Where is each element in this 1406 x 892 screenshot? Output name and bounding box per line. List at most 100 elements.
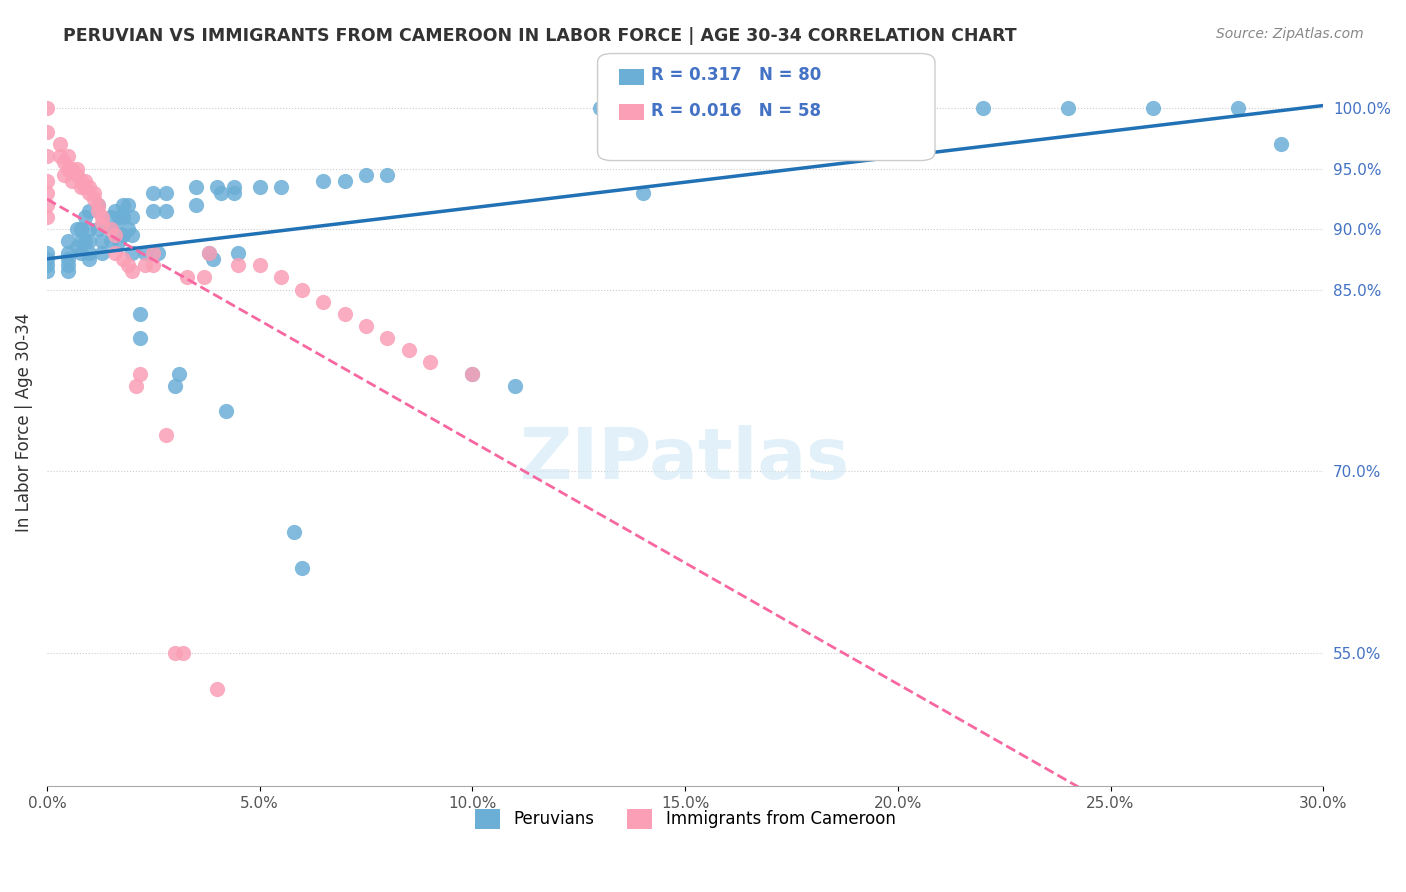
- Point: [214, 403, 236, 417]
- Point: [104, 222, 127, 236]
- Legend: Peruvians, Immigrants from Cameroon: Peruvians, Immigrants from Cameroon: [468, 802, 903, 836]
- Point: [283, 524, 305, 539]
- Point: [205, 179, 228, 194]
- Point: [333, 307, 356, 321]
- Point: [205, 681, 228, 696]
- Point: [35, 125, 58, 139]
- Point: [56, 234, 79, 248]
- Point: [91, 234, 114, 248]
- Point: [62, 174, 84, 188]
- Point: [70, 174, 93, 188]
- Point: [117, 222, 139, 236]
- Point: [193, 270, 215, 285]
- Point: [56, 246, 79, 260]
- Point: [66, 168, 89, 182]
- Point: [222, 186, 245, 200]
- Point: [142, 258, 165, 272]
- Point: [129, 331, 152, 345]
- Point: [419, 355, 441, 369]
- Point: [35, 198, 58, 212]
- Point: [155, 203, 177, 218]
- Y-axis label: In Labor Force | Age 30-34: In Labor Force | Age 30-34: [15, 313, 32, 533]
- Point: [35, 252, 58, 267]
- Point: [35, 149, 58, 163]
- Point: [461, 368, 484, 382]
- Point: [87, 198, 110, 212]
- Point: [134, 258, 156, 272]
- Point: [70, 179, 93, 194]
- Point: [184, 179, 207, 194]
- Point: [146, 246, 169, 260]
- Point: [801, 101, 824, 115]
- Point: [167, 368, 190, 382]
- Point: [75, 174, 97, 188]
- Point: [333, 174, 356, 188]
- Point: [100, 222, 122, 236]
- Point: [66, 222, 89, 236]
- Point: [228, 258, 250, 272]
- Point: [717, 101, 740, 115]
- Point: [398, 343, 420, 357]
- Point: [52, 155, 75, 169]
- Point: [83, 186, 105, 200]
- Point: [104, 228, 127, 243]
- Point: [142, 203, 165, 218]
- Point: [1057, 101, 1080, 115]
- Point: [312, 174, 335, 188]
- Point: [163, 379, 186, 393]
- Point: [197, 246, 219, 260]
- Point: [79, 186, 101, 200]
- Point: [142, 246, 165, 260]
- Point: [312, 294, 335, 309]
- Point: [134, 246, 156, 260]
- Point: [1227, 101, 1250, 115]
- Point: [56, 252, 79, 267]
- Point: [461, 368, 484, 382]
- Point: [52, 168, 75, 182]
- Point: [83, 192, 105, 206]
- Point: [75, 210, 97, 224]
- Text: Source: ZipAtlas.com: Source: ZipAtlas.com: [1216, 27, 1364, 41]
- Point: [35, 246, 58, 260]
- Point: [100, 210, 122, 224]
- Point: [104, 203, 127, 218]
- Point: [1142, 101, 1164, 115]
- Point: [112, 198, 135, 212]
- Point: [354, 318, 377, 333]
- Point: [155, 427, 177, 442]
- Point: [184, 198, 207, 212]
- Point: [589, 101, 612, 115]
- Point: [163, 646, 186, 660]
- Point: [631, 186, 654, 200]
- Point: [155, 186, 177, 200]
- Point: [121, 264, 143, 278]
- Text: ZIPatlas: ZIPatlas: [520, 425, 851, 493]
- Point: [176, 270, 198, 285]
- Point: [35, 258, 58, 272]
- Point: [117, 258, 139, 272]
- Point: [375, 168, 398, 182]
- Point: [56, 258, 79, 272]
- Point: [35, 101, 58, 115]
- Point: [121, 246, 143, 260]
- Point: [70, 222, 93, 236]
- Point: [56, 149, 79, 163]
- Point: [35, 210, 58, 224]
- Point: [62, 161, 84, 176]
- Point: [197, 246, 219, 260]
- Point: [70, 234, 93, 248]
- Point: [209, 186, 232, 200]
- Point: [56, 161, 79, 176]
- Point: [228, 246, 250, 260]
- Point: [129, 368, 152, 382]
- Point: [104, 246, 127, 260]
- Point: [249, 258, 271, 272]
- Point: [121, 210, 143, 224]
- Point: [222, 179, 245, 194]
- Point: [201, 252, 224, 267]
- Point: [79, 179, 101, 194]
- Point: [91, 216, 114, 230]
- Point: [56, 264, 79, 278]
- Point: [142, 186, 165, 200]
- Point: [35, 186, 58, 200]
